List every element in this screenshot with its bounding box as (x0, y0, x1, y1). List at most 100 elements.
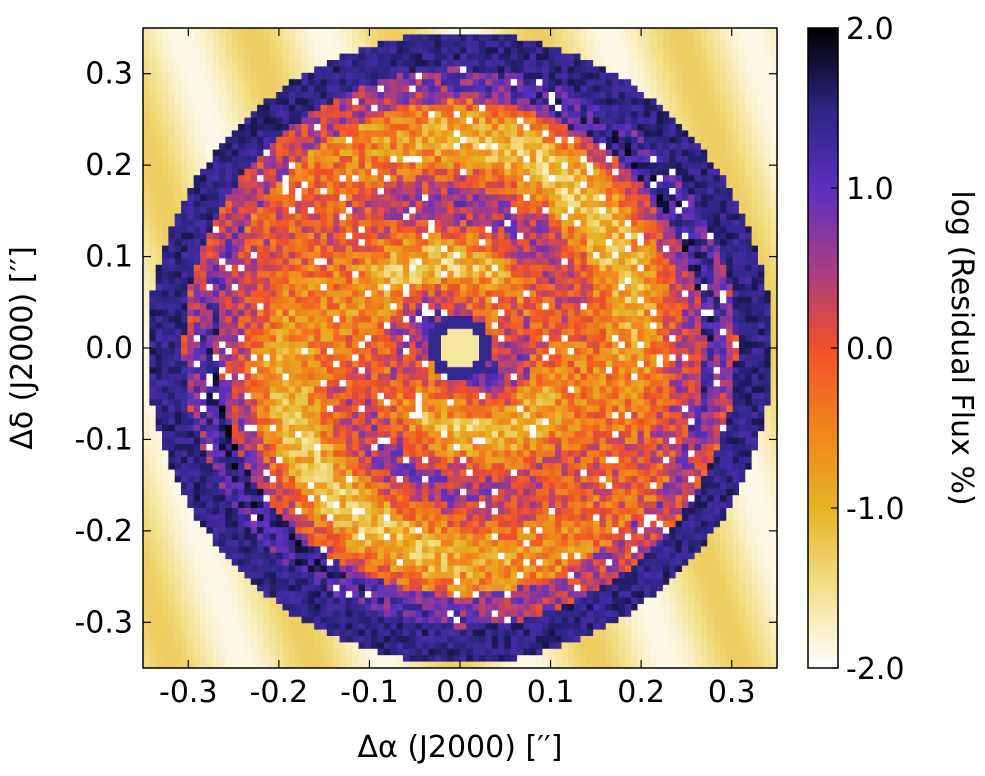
heatmap-cell (282, 431, 290, 439)
heatmap-cell (314, 335, 322, 343)
heatmap-cell (250, 143, 258, 151)
heatmap-cell (333, 213, 341, 221)
heatmap-cell (371, 290, 379, 298)
heatmap-cell (415, 271, 423, 279)
heatmap-cell (447, 303, 455, 311)
heatmap-cell (320, 412, 328, 419)
heatmap-cell (364, 252, 372, 259)
heatmap-cell (402, 60, 410, 67)
heatmap-cell (162, 200, 169, 208)
heatmap-cell (320, 456, 328, 464)
heatmap-cell (200, 610, 207, 618)
heatmap-cell (364, 629, 372, 637)
heatmap-cell (174, 648, 182, 656)
heatmap-cell (225, 367, 233, 375)
heatmap-cell (244, 533, 252, 541)
heatmap-cell (390, 136, 398, 144)
heatmap-cell (269, 264, 277, 272)
heatmap-cell (155, 559, 163, 567)
heatmap-cell (212, 367, 220, 375)
heatmap-cell (301, 360, 309, 368)
heatmap-cell (168, 200, 176, 208)
heatmap-cell (231, 623, 239, 631)
heatmap-cell (225, 252, 233, 259)
heatmap-cell (282, 92, 290, 99)
heatmap-cell (352, 136, 360, 144)
heatmap-cell (320, 380, 328, 387)
heatmap-cell (200, 540, 207, 547)
heatmap-cell (288, 194, 296, 202)
heatmap-cell (371, 469, 379, 477)
heatmap-cell (238, 66, 246, 74)
heatmap-cell (453, 559, 461, 567)
heatmap-cell (219, 316, 227, 323)
heatmap-cell (320, 444, 328, 451)
heatmap-cell (339, 130, 347, 138)
heatmap-cell (143, 412, 150, 419)
heatmap-cell (440, 296, 448, 304)
heatmap-cell (364, 232, 372, 240)
heatmap-cell (282, 296, 290, 304)
heatmap-cell (434, 136, 442, 144)
heatmap-cell (219, 495, 227, 503)
heatmap-cell (358, 572, 366, 579)
heatmap-cell (212, 559, 220, 567)
heatmap-cell (168, 130, 176, 138)
heatmap-cell (276, 367, 284, 375)
heatmap-cell (263, 271, 271, 279)
heatmap-cell (168, 47, 176, 55)
heatmap-cell (206, 360, 214, 368)
heatmap-cell (263, 514, 271, 522)
heatmap-cell (377, 175, 385, 183)
heatmap-cell (276, 207, 284, 215)
heatmap-cell (225, 610, 233, 618)
heatmap-cell (181, 92, 188, 99)
heatmap-cell (383, 124, 391, 131)
heatmap-cell (415, 156, 423, 163)
heatmap-cell (263, 60, 271, 67)
heatmap-cell (269, 642, 277, 650)
heatmap-cell (339, 552, 347, 560)
heatmap-cell (200, 79, 207, 87)
heatmap-cell (231, 642, 239, 650)
heatmap-cell (244, 604, 252, 611)
heatmap-cell (238, 476, 246, 483)
heatmap-cell (276, 303, 284, 311)
heatmap-cell (333, 277, 341, 285)
heatmap-cell (307, 322, 315, 330)
heatmap-cell (428, 373, 436, 381)
heatmap-cell (314, 597, 322, 605)
heatmap-cell (212, 181, 220, 189)
heatmap-cell (415, 258, 423, 266)
heatmap-cell (440, 136, 448, 144)
heatmap-cell (358, 188, 366, 195)
heatmap-cell (269, 34, 277, 42)
heatmap-cell (193, 309, 201, 317)
heatmap-cell (364, 418, 372, 426)
heatmap-cell (440, 124, 448, 131)
heatmap-cell (288, 367, 296, 375)
heatmap-cell (415, 200, 423, 208)
heatmap-cell (149, 181, 157, 189)
heatmap-cell (320, 450, 328, 458)
heatmap-cell (276, 488, 284, 496)
heatmap-cell (307, 252, 315, 259)
heatmap-cell (200, 431, 207, 439)
heatmap-cell (421, 616, 429, 624)
heatmap-cell (263, 392, 271, 400)
heatmap-cell (333, 661, 341, 668)
heatmap-cell (257, 552, 265, 560)
heatmap-cell (212, 47, 220, 55)
heatmap-cell (390, 34, 398, 42)
heatmap-cell (320, 47, 328, 55)
heatmap-cell (402, 79, 410, 87)
heatmap-cell (200, 98, 207, 106)
heatmap-cell (250, 335, 258, 343)
heatmap-cell (257, 200, 265, 208)
heatmap-cell (263, 162, 271, 170)
heatmap-cell (276, 328, 284, 336)
heatmap-cell (333, 546, 341, 554)
heatmap-cell (371, 476, 379, 483)
heatmap-cell (415, 92, 423, 99)
heatmap-cell (231, 597, 239, 605)
